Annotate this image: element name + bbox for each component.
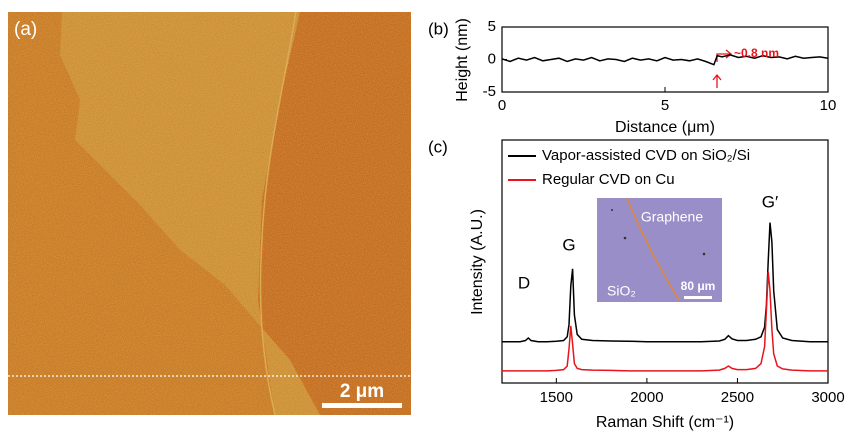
series-line bbox=[502, 271, 828, 372]
peak-label: D bbox=[518, 273, 530, 292]
inset-scale-label: 80 μm bbox=[681, 279, 716, 293]
x-tick-label: 1500 bbox=[540, 389, 573, 406]
legend-label: Regular CVD on Cu bbox=[542, 171, 675, 188]
y-tick-label: -5 bbox=[483, 83, 496, 100]
x-tick-label: 3000 bbox=[811, 389, 844, 406]
panel-label: (b) bbox=[428, 19, 449, 38]
inset-label: SiO₂ bbox=[607, 283, 636, 299]
y-tick-label: 0 bbox=[488, 50, 496, 67]
y-axis-label: Intensity (A.U.) bbox=[469, 209, 486, 315]
x-tick-label: 5 bbox=[661, 97, 669, 114]
scale-bar-label: 2 μm bbox=[340, 381, 384, 402]
inset-label: Graphene bbox=[641, 209, 703, 225]
plot-frame bbox=[501, 139, 829, 384]
inset-image bbox=[597, 197, 722, 303]
legend bbox=[508, 155, 536, 181]
legend-label: Vapor-assisted CVD on SiO₂/Si bbox=[542, 147, 750, 164]
peak-label: G bbox=[562, 235, 575, 254]
x-axis-label: Distance (μm) bbox=[615, 119, 715, 136]
y-axis-label: Height (nm) bbox=[454, 18, 471, 102]
series-line bbox=[502, 222, 828, 343]
x-tick-label: 0 bbox=[498, 97, 506, 114]
peak-label: G′ bbox=[762, 192, 778, 211]
x-tick-label: 2500 bbox=[721, 389, 754, 406]
x-tick-label: 10 bbox=[820, 97, 837, 114]
afm-image bbox=[8, 12, 411, 415]
arrow bbox=[712, 73, 722, 88]
annotation: ~0.8 nm bbox=[734, 46, 779, 60]
arrow bbox=[716, 49, 733, 62]
y-tick-label: 5 bbox=[488, 18, 496, 35]
x-axis-label: Raman Shift (cm⁻¹) bbox=[596, 414, 734, 431]
panel-label: (c) bbox=[428, 137, 448, 156]
x-tick-label: 2000 bbox=[630, 389, 663, 406]
series-line bbox=[501, 54, 829, 66]
panel-label: (a) bbox=[14, 19, 37, 40]
